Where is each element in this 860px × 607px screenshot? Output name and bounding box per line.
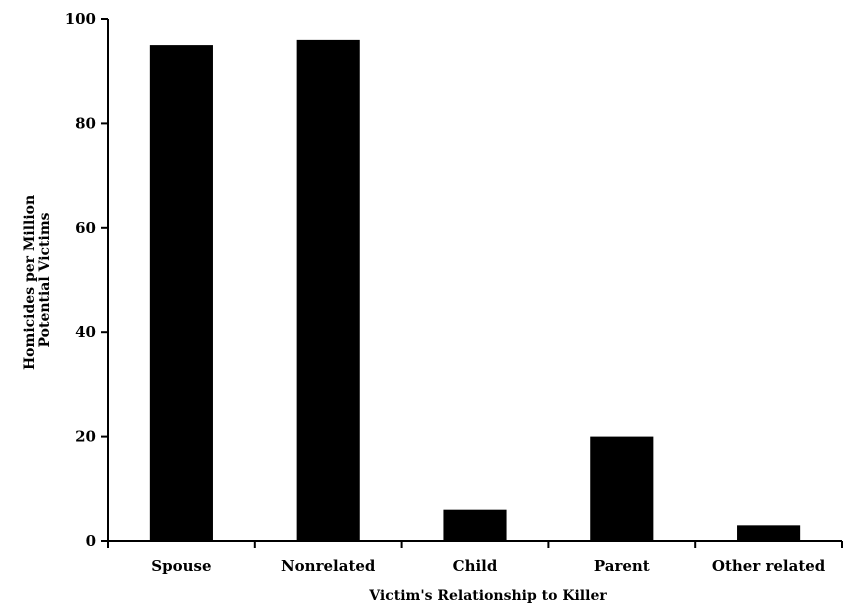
- y-axis-title: Homicides per Million Potential Victims: [22, 190, 53, 370]
- y-tick-label: 40: [75, 323, 96, 341]
- y-tick-label: 20: [75, 428, 96, 446]
- y-tick-label: 100: [65, 10, 96, 28]
- x-axis-title: Victim's Relationship to Killer: [368, 588, 607, 604]
- bars: [149, 39, 801, 541]
- x-axis: Spouse Nonrelated Child Parent Other related: [107, 540, 843, 575]
- bar-child: [443, 509, 507, 541]
- bar-nonrelated: [296, 39, 360, 541]
- x-category-label: Child: [453, 557, 498, 575]
- x-category-label: Nonrelated: [281, 557, 376, 575]
- bar-other-related: [737, 525, 801, 541]
- y-tick-label: 80: [75, 114, 96, 132]
- y-axis: 0 20 40 60 80 100: [65, 10, 109, 550]
- y-axis-title-line-1: Homicides per Million: [22, 195, 38, 370]
- y-tick-label: 60: [75, 219, 96, 237]
- x-category-label: Parent: [594, 557, 650, 575]
- y-axis-title-line-2: Potential Victims: [37, 212, 53, 347]
- bar-spouse: [149, 45, 213, 541]
- y-tick-label: 0: [86, 532, 96, 550]
- x-category-label: Spouse: [151, 557, 211, 575]
- bar-parent: [590, 436, 654, 541]
- x-category-label: Other related: [712, 557, 826, 575]
